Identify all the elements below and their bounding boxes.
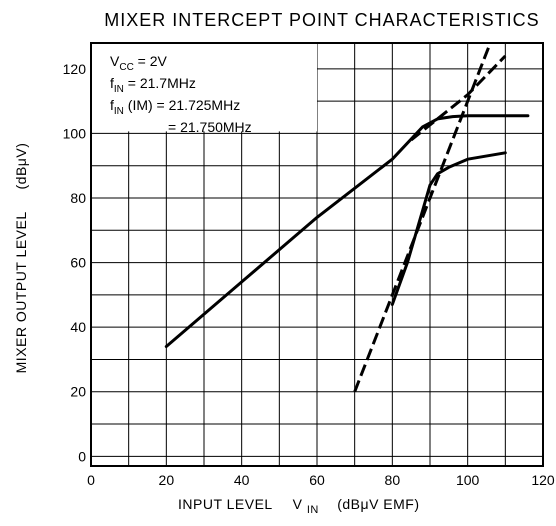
x-axis-label-sub: IN bbox=[307, 504, 319, 516]
y-tick-label: 20 bbox=[70, 384, 86, 400]
series-line-2-solid bbox=[392, 153, 505, 305]
y-axis-label-unit: (dBμV) bbox=[13, 143, 29, 190]
x-axis-label-unit: (dBμV EMF) bbox=[337, 496, 419, 512]
x-tick-label: 20 bbox=[159, 472, 175, 488]
x-axis-label: INPUT LEVEL V IN (dBμV EMF) bbox=[178, 496, 420, 516]
y-tick-label: 0 bbox=[78, 448, 86, 464]
annotation-fin-im2: = 21.750MHz bbox=[168, 119, 252, 135]
y-tick-label: 40 bbox=[70, 319, 86, 335]
annotation-sub: CC bbox=[119, 62, 133, 73]
x-tick-label: 0 bbox=[87, 472, 95, 488]
annotation-value: = 21.7MHz bbox=[124, 75, 196, 91]
annotation-sub: IN bbox=[114, 84, 124, 95]
annotation-value: = 21.750MHz bbox=[168, 119, 252, 135]
y-tick-label: 100 bbox=[63, 125, 87, 141]
x-axis-label-main: INPUT LEVEL bbox=[178, 496, 272, 512]
y-axis-label-main: MIXER OUTPUT LEVEL bbox=[13, 212, 29, 374]
x-axis-label-var: V bbox=[293, 496, 303, 512]
y-tick-label: 120 bbox=[63, 61, 87, 77]
annotation-value: = 2V bbox=[134, 53, 168, 69]
chart-title: MIXER INTERCEPT POINT CHARACTERISTICS bbox=[104, 10, 539, 30]
y-tick-label: 60 bbox=[70, 255, 86, 271]
annotation-sub: IN bbox=[114, 106, 124, 117]
series-line-1-solid bbox=[166, 116, 528, 347]
annotation-value: (IM) = 21.725MHz bbox=[124, 97, 240, 113]
series-line-4-dashed bbox=[355, 43, 491, 392]
x-tick-label: 40 bbox=[234, 472, 250, 488]
y-tick-label: 80 bbox=[70, 190, 86, 206]
x-tick-label: 100 bbox=[456, 472, 480, 488]
x-tick-label: 60 bbox=[309, 472, 325, 488]
x-tick-label: 80 bbox=[385, 472, 401, 488]
y-axis-label: MIXER OUTPUT LEVEL (dBμV) bbox=[13, 143, 29, 374]
x-tick-label: 120 bbox=[531, 472, 555, 488]
